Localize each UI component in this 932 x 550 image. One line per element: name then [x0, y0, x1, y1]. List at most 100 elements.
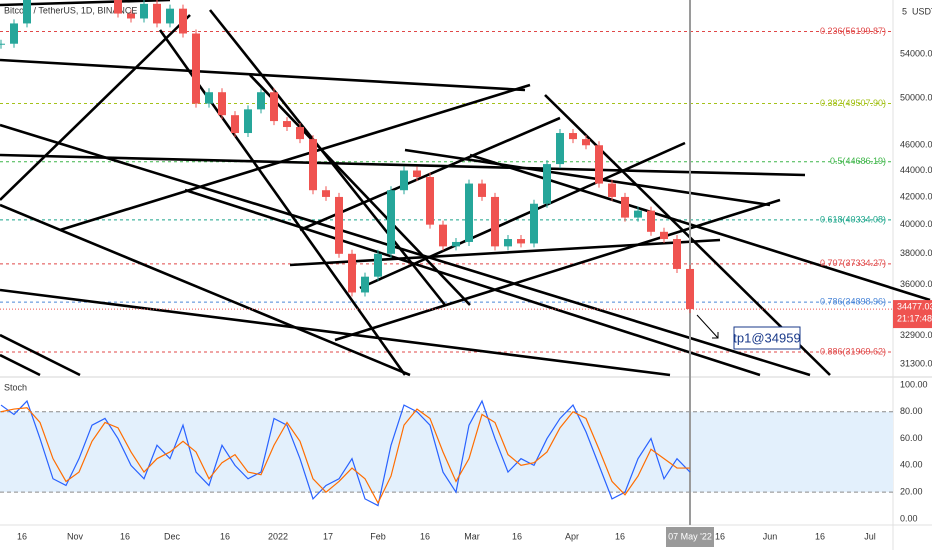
candle-body	[322, 190, 330, 197]
price-tag	[893, 300, 932, 329]
currency: USDT	[912, 6, 932, 16]
x-tick-label: Jul	[864, 531, 876, 541]
x-tick-label: 16	[615, 531, 625, 541]
candle-body	[387, 190, 395, 254]
stoch-title: Stoch	[4, 382, 27, 392]
candle-body	[543, 164, 551, 204]
candle-body	[400, 170, 408, 191]
candle-body	[465, 183, 473, 242]
x-tick-label: 16	[420, 531, 430, 541]
candle-body	[10, 23, 18, 44]
y-tick-label: 80.00	[900, 406, 923, 416]
candle-body	[608, 183, 616, 197]
x-tick-label: 07 May '22	[668, 531, 712, 541]
candle-body	[244, 109, 252, 134]
candle-body	[595, 145, 603, 184]
candle-body	[374, 253, 382, 277]
x-tick-label: 16	[512, 531, 522, 541]
candle-body	[23, 0, 31, 24]
x-tick-label: 16	[120, 531, 130, 541]
x-tick-label: 17	[323, 531, 333, 541]
y-tick-label: 20.00	[900, 487, 923, 497]
candle-body	[426, 176, 434, 225]
y-tick-label: 38000.00	[900, 248, 932, 258]
candle-body	[296, 127, 304, 140]
y-tick-label: 50000.00	[900, 92, 932, 102]
candle-body	[660, 231, 668, 240]
candle-body	[413, 170, 421, 177]
stoch-line	[0, 399, 691, 507]
y-tick-label: 0.00	[900, 513, 918, 523]
y-tick-label: 40000.00	[900, 219, 932, 229]
candle-body	[517, 239, 525, 244]
x-tick-label: Nov	[67, 531, 84, 541]
y-tick-label: 60.00	[900, 433, 923, 443]
x-tick-label: Jun	[763, 531, 778, 541]
candle-body	[153, 3, 161, 24]
candle-body	[439, 224, 447, 247]
y-tick-label: 36000.00	[900, 279, 932, 289]
countdown: 21:17:48	[897, 313, 932, 323]
candle-body	[478, 183, 486, 197]
x-tick-label: Mar	[464, 531, 480, 541]
x-tick-label: 16	[17, 531, 27, 541]
fib-label: 0.707(37334.27)	[820, 258, 886, 268]
candle-body	[556, 133, 564, 165]
candle-body	[205, 92, 213, 104]
title: Bitcoin / TetherUS, 1D, BINANCE	[4, 5, 137, 15]
candle-body	[569, 133, 577, 140]
candle-body	[348, 253, 356, 293]
candle-body	[257, 92, 265, 110]
candle-body	[309, 139, 317, 191]
candle-body	[166, 8, 174, 24]
candle-body	[504, 239, 512, 247]
x-tick-label: 16	[815, 531, 825, 541]
candle-body	[179, 8, 187, 34]
candle-body	[621, 196, 629, 218]
annotation: tp1@34959	[733, 330, 800, 345]
candle-body	[140, 3, 148, 19]
candle-body	[361, 276, 369, 293]
candle-body	[127, 13, 135, 19]
y-tick-label: 42000.00	[900, 191, 932, 201]
y-tick-label: 40.00	[900, 460, 923, 470]
x-tick-label: 16	[220, 531, 230, 541]
fib-label: 0.236(56199.87)	[820, 26, 886, 36]
candle-body	[270, 92, 278, 122]
x-tick-label: Apr	[565, 531, 579, 541]
candle-body	[647, 210, 655, 232]
candle-body	[0, 43, 5, 45]
y-tick-label: 44000.00	[900, 165, 932, 175]
candle-body	[335, 196, 343, 254]
fib-label: 0.886(31969.62)	[820, 346, 886, 356]
badge: 5	[902, 6, 907, 16]
candle-body	[634, 210, 642, 218]
stoch-line	[0, 407, 690, 505]
annotation-box	[733, 326, 801, 350]
candle-body	[283, 121, 291, 128]
date-tag	[666, 527, 714, 547]
candle-body	[192, 33, 200, 104]
y-tick-label: 31300.00	[900, 358, 932, 368]
candle-body	[114, 0, 122, 14]
candle-body	[491, 196, 499, 247]
fib-label: 0.786(34898.96)	[820, 297, 886, 307]
candle-body	[530, 203, 538, 244]
x-tick-label: 2022	[268, 531, 288, 541]
candle-body	[218, 92, 226, 116]
candle-body	[582, 139, 590, 146]
y-tick-label: 54000.00	[900, 49, 932, 59]
candle-body	[686, 268, 694, 310]
y-tick-label: 100.00	[900, 379, 928, 389]
stoch-band	[0, 411, 893, 493]
x-tick-label: Dec	[164, 531, 181, 541]
arrow	[696, 314, 719, 339]
candle-body	[673, 239, 681, 269]
x-tick-label: 16	[715, 531, 725, 541]
y-tick-label: 46000.00	[900, 140, 932, 150]
fib-label: 0.5(44686.19)	[830, 156, 886, 166]
price-label: 34477.03	[897, 301, 932, 311]
fib-label: 0.382(49507.90)	[820, 98, 886, 108]
y-tick-label: 32900.00	[900, 330, 932, 340]
